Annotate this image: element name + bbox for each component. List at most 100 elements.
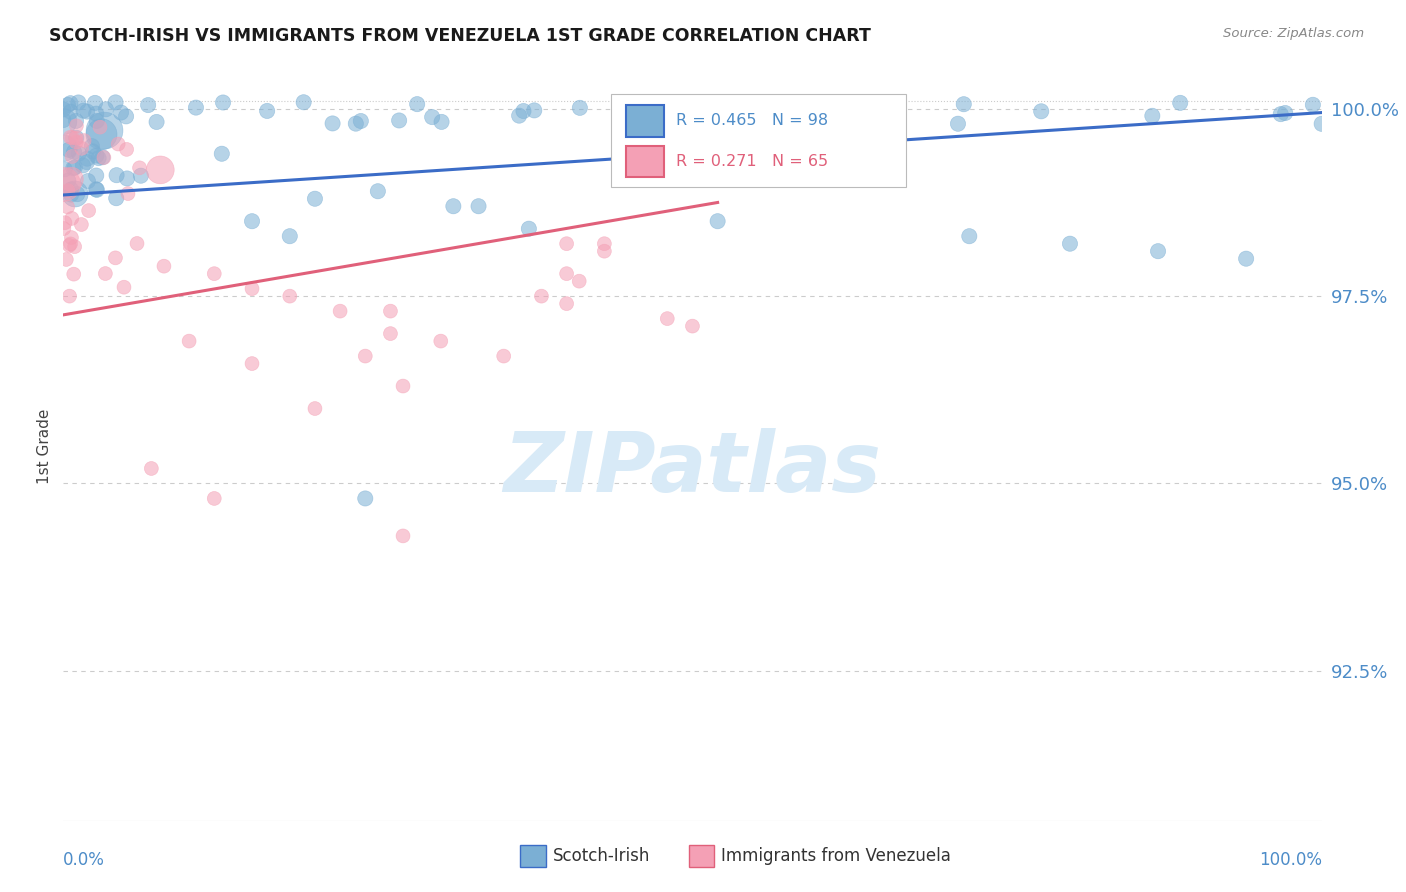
- Point: [517, 221, 540, 235]
- Point: [555, 296, 578, 310]
- Point: [392, 379, 415, 393]
- Text: Scotch-Irish: Scotch-Irish: [553, 847, 650, 865]
- Point: [56, 98, 79, 112]
- Point: [52, 103, 75, 117]
- Point: [90, 128, 112, 142]
- Point: [202, 491, 225, 506]
- Point: [380, 326, 402, 341]
- Point: [56, 184, 79, 198]
- Point: [467, 199, 489, 213]
- Point: [58, 238, 80, 252]
- Point: [65, 130, 87, 145]
- Point: [72, 158, 94, 172]
- Point: [56, 200, 79, 214]
- Text: ZIPatlas: ZIPatlas: [503, 428, 882, 509]
- Point: [681, 319, 703, 334]
- Point: [1302, 97, 1324, 112]
- Point: [240, 214, 263, 228]
- Point: [523, 103, 546, 118]
- Point: [94, 103, 117, 117]
- Point: [1147, 244, 1170, 259]
- Point: [211, 146, 233, 161]
- Point: [62, 267, 84, 281]
- Point: [84, 95, 107, 110]
- Point: [115, 142, 138, 156]
- Point: [392, 529, 415, 543]
- Point: [115, 109, 138, 123]
- Point: [67, 95, 90, 110]
- Point: [388, 113, 411, 128]
- Point: [117, 186, 139, 201]
- Point: [77, 203, 100, 218]
- Point: [441, 199, 464, 213]
- Point: [177, 334, 200, 348]
- Point: [1031, 104, 1053, 119]
- Point: [184, 101, 207, 115]
- Point: [63, 186, 86, 201]
- Point: [82, 145, 104, 159]
- Point: [141, 461, 163, 475]
- Point: [508, 109, 530, 123]
- Point: [73, 134, 96, 148]
- Point: [89, 120, 111, 135]
- Point: [240, 357, 263, 371]
- Point: [105, 191, 128, 205]
- Point: [804, 102, 827, 116]
- Point: [952, 97, 974, 112]
- Point: [957, 229, 980, 244]
- Point: [67, 146, 90, 161]
- Text: R = 0.465   N = 98: R = 0.465 N = 98: [676, 113, 828, 128]
- Point: [706, 214, 728, 228]
- Point: [115, 171, 138, 186]
- Point: [350, 114, 373, 128]
- Point: [77, 174, 100, 188]
- Point: [278, 229, 301, 244]
- Point: [593, 244, 616, 259]
- Point: [380, 304, 402, 318]
- Point: [104, 95, 127, 110]
- Point: [87, 151, 110, 165]
- Text: Immigrants from Venezuela: Immigrants from Venezuela: [721, 847, 950, 865]
- Point: [93, 151, 115, 165]
- Point: [851, 112, 873, 126]
- Point: [52, 114, 75, 128]
- Point: [86, 148, 108, 162]
- Point: [593, 236, 616, 251]
- Point: [53, 216, 76, 230]
- FancyBboxPatch shape: [610, 94, 907, 187]
- Point: [76, 152, 98, 166]
- Text: R = 0.271   N = 65: R = 0.271 N = 65: [676, 153, 828, 169]
- Point: [724, 112, 747, 126]
- Point: [304, 192, 326, 206]
- Point: [1310, 117, 1333, 131]
- Point: [76, 155, 98, 169]
- Point: [86, 114, 108, 128]
- Point: [60, 172, 83, 186]
- Point: [1059, 236, 1081, 251]
- Point: [367, 184, 389, 198]
- Point: [149, 162, 172, 177]
- Point: [105, 168, 128, 182]
- Point: [65, 114, 87, 128]
- Point: [492, 349, 515, 363]
- Point: [52, 113, 75, 128]
- Point: [94, 267, 117, 281]
- Point: [55, 252, 77, 267]
- Point: [65, 119, 87, 133]
- Point: [344, 117, 367, 131]
- Point: [256, 103, 278, 118]
- Point: [530, 289, 553, 303]
- Point: [512, 103, 534, 118]
- Point: [278, 289, 301, 303]
- Point: [1270, 107, 1292, 121]
- Point: [406, 97, 429, 112]
- Point: [657, 311, 679, 326]
- Bar: [626, 105, 664, 136]
- Y-axis label: 1st Grade: 1st Grade: [37, 409, 52, 483]
- Text: Source: ZipAtlas.com: Source: ZipAtlas.com: [1223, 27, 1364, 40]
- Point: [93, 123, 115, 137]
- Point: [354, 491, 377, 506]
- Point: [568, 101, 591, 115]
- Point: [59, 104, 82, 119]
- Point: [145, 115, 167, 129]
